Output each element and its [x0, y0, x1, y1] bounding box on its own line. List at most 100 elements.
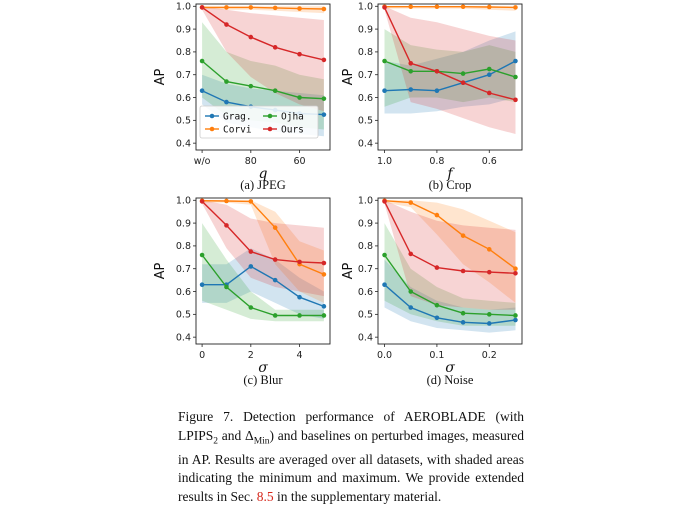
figure-caption: Figure 7. Detection performance of AEROB…: [178, 408, 524, 507]
ytick-label-crop-1: 0.5: [358, 116, 373, 127]
point-blur-3-2: [248, 249, 254, 254]
ytick-label-blur-6: 1.0: [176, 196, 191, 207]
caption-text-2: and Δ: [218, 427, 254, 443]
ytick-label-crop-3: 0.7: [358, 70, 373, 81]
point-noise-2-3: [460, 310, 466, 316]
band-noise-2: [384, 223, 516, 326]
band-blur-3: [202, 200, 324, 297]
ylabel-jpeg: AP: [153, 68, 168, 85]
subtitle-crop: (b) Crop: [429, 178, 472, 192]
point-crop-0-1: [408, 87, 414, 92]
point-blur-2-0: [199, 252, 205, 258]
legend-label-2: Ojha: [281, 111, 304, 122]
ytick-label-crop-0: 0.4: [358, 138, 373, 149]
ytick-label-noise-6: 1.0: [358, 196, 373, 207]
point-jpeg-1-4: [297, 6, 302, 11]
point-crop-2-0: [382, 58, 387, 64]
xtick-label-noise-1: 0.1: [429, 350, 444, 361]
point-crop-3-1: [408, 61, 414, 66]
series-line-noise-0: [384, 284, 516, 325]
series-line-jpeg-1: [202, 6, 324, 10]
point-noise-1-3: [460, 233, 466, 238]
point-crop-0-4: [486, 72, 492, 78]
band-blur-2: [202, 223, 324, 322]
point-blur-2-3: [272, 313, 278, 318]
series-line-noise-1: [384, 200, 516, 270]
point-noise-2-0: [382, 252, 387, 258]
point-blur-2-5: [321, 313, 327, 318]
point-noise-0-2: [434, 315, 440, 321]
point-blur-0-3: [272, 277, 278, 283]
point-noise-1-5: [513, 266, 518, 272]
ytick-label-blur-5: 0.9: [176, 218, 191, 229]
legend-marker-1: [209, 126, 215, 132]
xtick-label-crop-0: 1.0: [377, 156, 392, 167]
series-line-crop-2: [384, 60, 516, 78]
point-blur-0-0: [199, 282, 205, 287]
xlabel-jpeg: q: [259, 166, 268, 182]
ytick-label-noise-1: 0.5: [358, 310, 373, 321]
plot-frame-jpeg: [195, 3, 331, 151]
point-crop-1-4: [486, 4, 492, 10]
subtitle-blur: (c) Blur: [243, 373, 283, 387]
xtick-label-crop-2: 0.6: [482, 156, 497, 167]
point-crop-0-0: [382, 88, 387, 93]
point-jpeg-0-0: [199, 88, 205, 93]
series-line-jpeg-3: [201, 6, 325, 61]
point-blur-3-0: [199, 199, 205, 204]
point-blur-1-5: [321, 272, 327, 277]
point-noise-2-5: [513, 313, 518, 318]
plot-frame-crop: [377, 3, 523, 151]
series-line-blur-1: [202, 200, 325, 276]
legend-box: [199, 105, 319, 139]
point-jpeg-0-1: [224, 99, 229, 105]
point-jpeg-1-5: [321, 6, 327, 12]
point-crop-0-2: [434, 88, 440, 93]
xtick-label-noise-0: 0.0: [377, 350, 392, 361]
point-crop-2-1: [408, 68, 414, 74]
ytick-label-jpeg-5: 0.9: [176, 24, 191, 35]
point-blur-3-5: [321, 260, 327, 266]
point-noise-1-1: [408, 200, 414, 205]
point-crop-2-4: [486, 66, 492, 72]
legend-marker-3: [267, 126, 273, 132]
point-noise-1-4: [486, 247, 492, 252]
point-blur-0-2: [248, 264, 254, 269]
point-noise-3-2: [434, 265, 440, 270]
series-line-blur-0: [202, 265, 325, 308]
legend-label-0: Grag.: [223, 111, 252, 122]
chart-noise: 0.4 0.5 0.6 0.7 0.8 0.9 1.0 0.0 0.1 0.2 AP σ(d) Noi…: [341, 196, 523, 387]
point-jpeg-3-5: [321, 57, 327, 63]
plot-frame-noise: [377, 197, 523, 345]
point-jpeg-2-0: [199, 58, 205, 64]
point-noise-2-1: [408, 289, 414, 294]
ytick-label-blur-4: 0.8: [176, 241, 191, 252]
caption-section-link[interactable]: 8.5: [256, 489, 274, 505]
point-jpeg-1-2: [248, 5, 254, 10]
point-crop-1-3: [460, 4, 466, 10]
ytick-label-blur-0: 0.4: [176, 332, 191, 343]
xlabel-noise: σ: [445, 360, 455, 376]
point-jpeg-2-5: [321, 96, 327, 101]
chart-blur: 0.4 0.5 0.6 0.7 0.8 0.9 1.0 0 2 4 AP σ(c) Blur: [153, 196, 331, 387]
series-line-crop-3: [383, 7, 516, 101]
legend-marker-0: [209, 113, 215, 119]
series-line-jpeg-2: [201, 60, 324, 100]
ytick-label-crop-5: 0.9: [358, 24, 373, 35]
figure-7-panels: 0.4 0.5 0.6 0.7 0.8 0.9 1.0 w/o 80 60 AP q(a) JPEG G…: [153, 2, 523, 387]
point-blur-0-5: [321, 304, 327, 309]
point-noise-2-4: [486, 312, 492, 317]
point-crop-1-2: [434, 4, 440, 10]
point-crop-1-5: [513, 5, 518, 10]
point-blur-2-2: [248, 305, 254, 310]
point-noise-0-0: [382, 282, 387, 287]
caption-text-1: Figure 7. Detection performance of AEROB…: [178, 409, 524, 443]
point-crop-2-3: [460, 71, 466, 76]
chart-jpeg: 0.4 0.5 0.6 0.7 0.8 0.9 1.0 w/o 80 60 AP q(a) JPEG G…: [153, 2, 331, 192]
ytick-label-noise-0: 0.4: [358, 332, 373, 343]
point-noise-2-2: [434, 302, 440, 308]
point-noise-3-5: [513, 270, 518, 276]
point-blur-3-3: [272, 257, 278, 262]
ylabel-crop: AP: [341, 68, 356, 85]
point-jpeg-2-2: [248, 83, 254, 89]
